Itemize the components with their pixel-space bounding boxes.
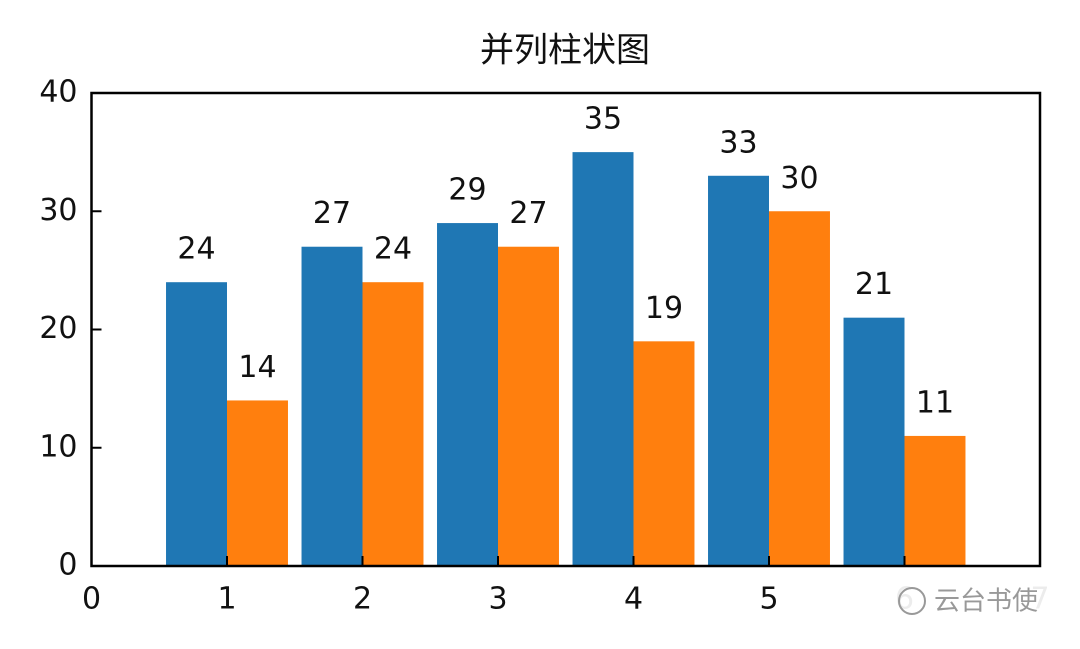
value-label: 24	[177, 232, 215, 267]
bar	[572, 152, 634, 566]
x-tick-label: 4	[624, 582, 643, 617]
value-label: 27	[313, 196, 351, 231]
bar	[843, 317, 905, 566]
value-label: 11	[916, 385, 954, 420]
value-label: 35	[584, 102, 622, 137]
bar	[227, 400, 288, 566]
bar	[301, 246, 363, 566]
value-label: 33	[719, 125, 757, 160]
bar	[708, 175, 769, 566]
value-label: 30	[780, 161, 818, 196]
y-tick-label: 40	[39, 75, 77, 110]
y-tick-label: 10	[39, 429, 77, 464]
watermark-background	[888, 580, 1056, 624]
bar	[633, 341, 695, 566]
bar	[437, 223, 498, 566]
bar	[769, 211, 830, 566]
watermark: 云台书使	[934, 587, 1038, 617]
value-label: 27	[509, 196, 547, 231]
y-tick-label: 0	[58, 548, 77, 583]
x-tick-label: 0	[82, 582, 101, 617]
y-tick-label: 20	[39, 311, 77, 346]
chart-title: 并列柱状图	[480, 31, 650, 71]
bar	[362, 282, 424, 566]
value-label: 24	[374, 232, 412, 267]
x-tick-label: 5	[759, 582, 778, 617]
value-label: 14	[238, 350, 276, 385]
x-tick-label: 1	[217, 582, 236, 617]
bar	[904, 435, 966, 566]
bar	[498, 246, 559, 566]
value-label: 21	[855, 267, 893, 302]
bar	[166, 282, 227, 566]
x-tick-label: 2	[353, 582, 372, 617]
x-tick-label: 3	[488, 582, 507, 617]
value-label: 29	[448, 173, 486, 208]
y-tick-label: 30	[39, 193, 77, 228]
value-label: 19	[645, 291, 683, 326]
watermark-icon	[898, 587, 926, 615]
